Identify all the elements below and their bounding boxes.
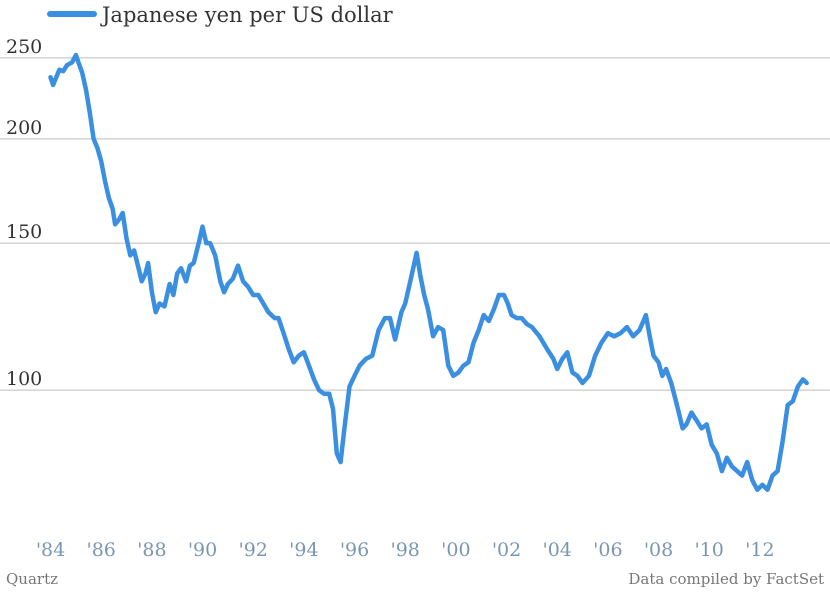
x-tick-label: '90 (188, 539, 217, 561)
gridlines (0, 57, 830, 391)
x-tick-label: '94 (289, 539, 318, 561)
legend[interactable]: Japanese yen per US dollar (47, 3, 394, 27)
x-tick-label: '08 (644, 539, 673, 561)
x-tick-label: '84 (36, 539, 65, 561)
x-tick-label: '02 (492, 539, 521, 561)
x-tick-label: '88 (137, 539, 166, 561)
x-tick-label: '86 (86, 539, 115, 561)
y-axis-ticks: 100 150 200 250 (6, 36, 42, 390)
y-tick-label: 250 (6, 36, 42, 58)
x-tick-label: '10 (694, 539, 723, 561)
x-tick-label: '96 (340, 539, 369, 561)
x-tick-label: '12 (745, 539, 774, 561)
series-layer (48, 52, 809, 492)
y-tick-label: 100 (6, 368, 42, 390)
source-left: Quartz (6, 570, 58, 588)
x-axis-ticks: '84 '86 '88 '90 '92 '94 '96 '98 '00 '02 '04 '06 '08 '… (36, 539, 775, 561)
x-tick-label: '98 (390, 539, 419, 561)
x-tick-label: '92 (238, 539, 267, 561)
x-tick-label: '00 (441, 539, 470, 561)
x-tick-label: '06 (593, 539, 622, 561)
legend-label: Japanese yen per US dollar (100, 3, 394, 27)
y-tick-label: 150 (6, 221, 42, 243)
x-tick-label: '04 (542, 539, 571, 561)
source-right: Data compiled by FactSet (628, 570, 824, 588)
series-line[interactable] (48, 52, 809, 492)
y-tick-label: 200 (6, 117, 42, 139)
